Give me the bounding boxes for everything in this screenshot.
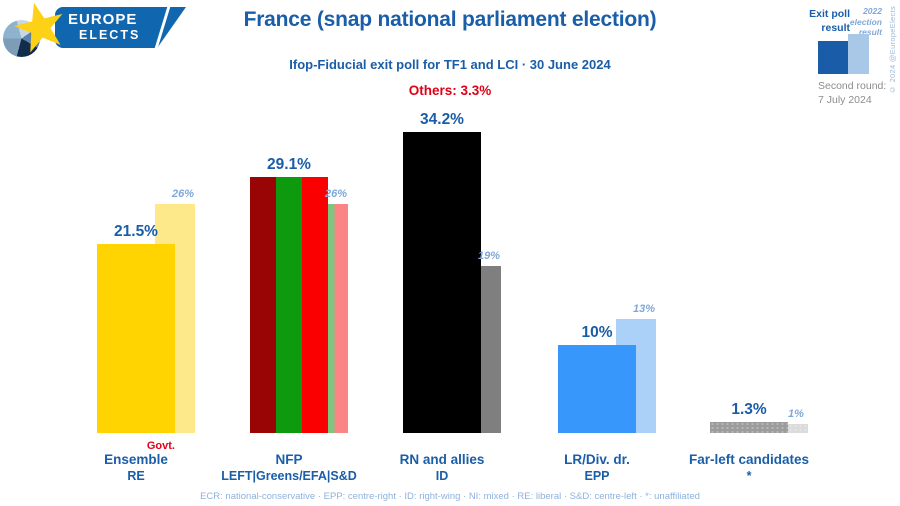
bar-prev-value-label: 19% — [477, 249, 501, 262]
abbreviations-footer: ECR: national-conservative · EPP: centre… — [200, 491, 700, 502]
bar-exit-poll-result — [558, 345, 636, 433]
europe-elects-logo: EUROPE ELECTS — [0, 0, 200, 70]
govt-note: Govt. — [146, 440, 175, 452]
legend-2022-line3: result — [858, 27, 882, 38]
party-group-label: LEFT|Greens/EFA|S&D — [221, 469, 357, 483]
party-group-label: ID — [435, 469, 449, 483]
legend-2022-line2: election — [849, 16, 882, 27]
legend-exit-poll-label: Exit poll result — [770, 8, 850, 35]
party-group-label: EPP — [584, 469, 610, 483]
others-note: Others: 3.3% — [408, 83, 492, 98]
party-name-label: Far-left candidates — [688, 452, 810, 467]
party-group-label: * — [746, 469, 752, 483]
logo-text-europe: EUROPE — [68, 11, 138, 28]
party-name-label: LR/Div. dr. — [564, 452, 630, 467]
bar-exit-poll-result — [97, 243, 175, 433]
party-name-label: NFP — [275, 452, 303, 467]
second-round-label: Second round: — [818, 80, 887, 92]
legend-2022-swatch — [848, 34, 869, 74]
bar-exit-poll-result — [710, 421, 788, 433]
poll-source-subtitle: Ifop-Fiducial exit poll for TF1 and LCI … — [289, 57, 611, 72]
bar-2022-result — [768, 424, 808, 433]
bar-value-label: 1.3% — [731, 400, 767, 418]
star-icon — [14, 2, 63, 53]
bar-value-label: 29.1% — [267, 155, 311, 173]
bar-prev-value-label: 1% — [788, 408, 804, 421]
party-group-label: RE — [127, 469, 145, 483]
bar-exit-poll-result — [403, 132, 481, 433]
party-name-label: RN and allies — [399, 452, 485, 467]
second-round-date: 7 July 2024 — [818, 94, 872, 107]
bar-value-label: 10% — [581, 324, 613, 341]
bar-value-label: 34.2% — [420, 111, 464, 128]
legend-2022-line1: 2022 — [863, 6, 882, 16]
bar-prev-value-label: 26% — [324, 188, 348, 201]
legend-2022-label: 2022 election result — [836, 6, 882, 38]
second-round-note: Second round: 7 July 2024 — [818, 79, 886, 107]
bar-value-label: 21.5% — [114, 222, 158, 240]
bar-prev-value-label: 26% — [171, 188, 195, 201]
party-name-label: Ensemble — [104, 452, 168, 467]
bar-prev-value-label: 13% — [632, 302, 656, 315]
legend-exit-swatch — [818, 41, 848, 74]
legend-exit-line2: result — [821, 21, 850, 34]
bar-exit-poll-result — [250, 176, 328, 433]
legend-exit-line1: Exit poll — [809, 8, 850, 20]
logo-text-elects: ELECTS — [79, 28, 141, 42]
page-title: France (snap national parliament electio… — [243, 8, 657, 31]
